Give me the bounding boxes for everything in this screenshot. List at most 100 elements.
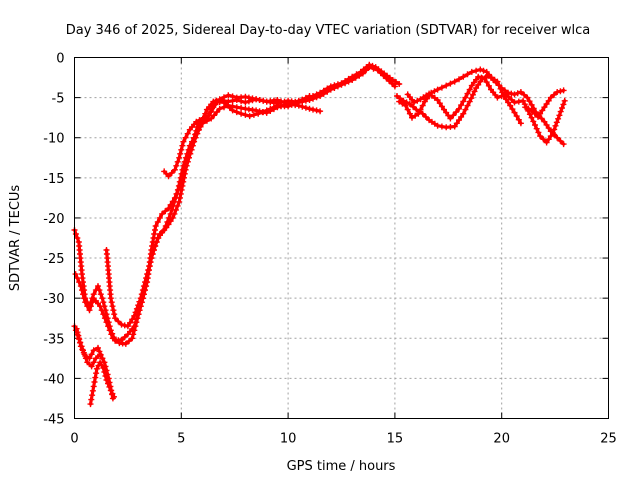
plus-marker	[528, 101, 535, 108]
plus-marker	[263, 107, 270, 114]
series-arc-f	[73, 325, 106, 362]
plus-marker	[493, 79, 499, 86]
plus-marker	[75, 332, 82, 339]
plus-marker	[450, 112, 457, 119]
x-tick-label: 15	[387, 432, 404, 447]
plus-marker	[295, 97, 302, 104]
plus-marker	[80, 291, 86, 298]
plus-marker	[229, 107, 236, 114]
plus-marker	[74, 275, 81, 282]
plus-marker	[415, 110, 422, 117]
plus-marker	[473, 85, 480, 91]
plus-marker	[74, 235, 81, 241]
plus-marker	[146, 263, 153, 270]
plus-marker	[189, 142, 195, 149]
plus-marker	[541, 104, 548, 111]
plus-marker	[192, 131, 199, 138]
plus-marker	[180, 138, 187, 145]
plus-marker	[177, 150, 184, 157]
plus-marker	[460, 73, 467, 80]
plus-marker	[540, 136, 547, 143]
plus-marker	[105, 380, 111, 387]
plus-marker	[156, 214, 163, 221]
plus-marker	[299, 103, 306, 110]
plus-marker	[555, 115, 562, 122]
plus-marker	[327, 83, 334, 90]
plus-marker	[481, 75, 488, 82]
plus-marker	[508, 90, 515, 97]
plus-marker	[77, 343, 84, 350]
plus-marker	[531, 110, 538, 117]
series-trace	[104, 94, 312, 328]
plus-marker	[550, 129, 556, 136]
plus-marker	[554, 89, 561, 95]
plus-marker	[187, 146, 194, 153]
plus-marker	[302, 104, 309, 111]
plus-marker	[238, 105, 245, 111]
plus-marker	[396, 98, 403, 105]
plus-marker	[396, 81, 403, 87]
x-tick-label: 20	[493, 432, 510, 447]
plus-marker	[127, 319, 133, 326]
plus-marker	[545, 97, 552, 104]
plus-marker	[313, 91, 320, 98]
plus-marker	[88, 351, 95, 358]
plus-marker	[121, 322, 128, 329]
plus-marker	[557, 137, 564, 144]
plus-marker	[137, 295, 144, 302]
plus-marker	[528, 107, 535, 114]
plus-marker	[165, 173, 172, 180]
axis-ticks: 0 5 10 15 20 25 0 -5 -10 -15 -20 -25 -30 -35 -40 -45	[43, 52, 617, 447]
plus-marker	[412, 112, 419, 119]
plus-marker	[557, 108, 564, 115]
plus-marker	[242, 93, 249, 100]
plus-marker	[180, 178, 187, 185]
plus-marker	[92, 374, 99, 381]
plus-marker	[88, 396, 95, 403]
plus-marker	[184, 130, 191, 137]
plus-marker	[525, 105, 532, 112]
plus-marker	[89, 392, 96, 399]
plus-marker	[138, 291, 145, 298]
plus-marker	[124, 323, 131, 330]
plus-marker	[331, 82, 338, 89]
plus-marker	[456, 117, 462, 124]
plus-marker	[447, 80, 454, 87]
plus-marker	[242, 99, 249, 106]
plus-marker	[464, 102, 471, 109]
plus-marker	[169, 214, 176, 221]
plus-marker	[97, 351, 104, 358]
plus-marker	[458, 102, 465, 109]
plus-marker	[109, 303, 116, 310]
plus-marker	[478, 74, 485, 81]
plus-marker	[528, 114, 535, 121]
plus-marker	[167, 218, 174, 225]
plus-marker	[456, 76, 462, 83]
plus-marker	[95, 344, 101, 351]
plus-marker	[186, 150, 193, 157]
plus-marker	[131, 327, 138, 334]
plus-marker	[133, 305, 140, 312]
plus-marker	[168, 170, 175, 176]
plus-marker	[81, 295, 88, 302]
plus-marker	[553, 119, 560, 126]
plus-marker	[511, 109, 518, 116]
plus-marker	[473, 67, 480, 74]
plus-marker	[533, 125, 540, 132]
plus-marker	[317, 89, 324, 96]
plus-marker	[535, 113, 541, 120]
plus-marker	[253, 96, 260, 103]
plus-marker	[462, 94, 469, 101]
plus-marker	[132, 309, 139, 316]
plus-marker	[118, 321, 125, 328]
plus-marker	[156, 231, 163, 237]
plus-marker	[179, 182, 186, 189]
y-axis-label: SDTVAR / TECUs	[8, 185, 23, 292]
plus-marker	[109, 390, 116, 397]
plus-marker	[102, 373, 109, 379]
plus-marker	[532, 122, 538, 128]
plus-marker	[485, 82, 492, 89]
plus-marker	[178, 186, 185, 193]
plus-marker	[177, 190, 184, 197]
plus-marker	[160, 227, 167, 234]
